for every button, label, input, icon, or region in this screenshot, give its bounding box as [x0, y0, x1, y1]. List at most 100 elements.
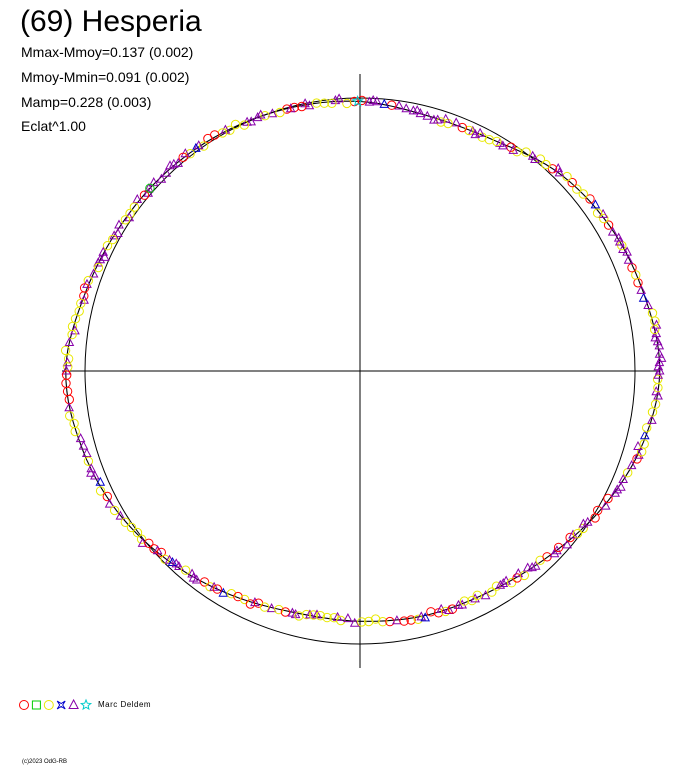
data-point — [527, 150, 538, 160]
data-point — [104, 498, 115, 508]
data-point — [61, 370, 72, 380]
data-point — [144, 538, 154, 548]
data-point — [64, 394, 75, 405]
data-point — [78, 440, 89, 450]
data-point — [420, 612, 431, 622]
data-point — [174, 560, 184, 570]
data-point — [322, 612, 332, 623]
data-point — [626, 460, 637, 470]
data-point — [342, 98, 352, 109]
data-point — [62, 357, 73, 367]
data-point — [239, 594, 250, 605]
data-point — [95, 476, 106, 486]
data-point — [329, 613, 339, 623]
data-point — [233, 591, 243, 602]
data-point — [593, 505, 603, 516]
data-point — [487, 587, 497, 597]
data-point — [578, 518, 589, 528]
data-point — [114, 219, 124, 229]
data-point — [108, 234, 118, 245]
data-point — [334, 93, 344, 103]
data-point — [464, 125, 474, 136]
data-point — [603, 220, 614, 230]
data-point — [451, 117, 462, 127]
stat-eclat: Eclat^1.00 — [21, 118, 86, 134]
data-point — [129, 202, 140, 212]
data-point — [653, 369, 664, 379]
data-point — [647, 308, 658, 318]
data-point — [472, 590, 482, 600]
data-point — [86, 467, 96, 477]
stat-mmax-mmoy: Mmax-Mmoy=0.137 (0.002) — [21, 44, 194, 60]
legend-symbol-circle — [19, 700, 29, 710]
data-point — [259, 602, 270, 612]
data-point — [308, 610, 319, 620]
data-point — [599, 213, 609, 224]
data-point — [582, 516, 593, 526]
data-point — [572, 184, 582, 194]
data-point — [212, 584, 223, 594]
data-point — [578, 189, 588, 199]
data-point — [290, 609, 301, 619]
data-point — [294, 611, 304, 621]
data-point — [357, 617, 367, 627]
data-point — [65, 411, 75, 421]
data-point — [572, 529, 583, 539]
data-point — [99, 251, 110, 261]
data-point — [598, 208, 608, 218]
data-point — [64, 336, 75, 346]
data-point — [145, 183, 155, 194]
data-point — [394, 100, 404, 110]
data-point — [83, 456, 94, 466]
data-point — [508, 144, 519, 154]
data-point — [562, 171, 572, 182]
data-point — [636, 284, 647, 294]
data-point — [199, 141, 209, 151]
data-point — [498, 577, 509, 587]
data-point — [590, 199, 601, 209]
data-point — [74, 306, 84, 316]
data-point — [120, 215, 131, 225]
data-point — [180, 565, 191, 575]
data-point — [274, 604, 284, 615]
data-point — [639, 430, 650, 440]
data-point — [372, 96, 382, 106]
data-point — [549, 548, 560, 558]
data-point — [541, 159, 551, 170]
data-point — [527, 562, 537, 572]
data-point — [522, 562, 533, 572]
data-point — [327, 98, 337, 109]
data-point — [631, 270, 641, 280]
data-point — [83, 275, 94, 286]
data-point — [654, 348, 665, 358]
legend-symbol-triangle — [68, 698, 79, 709]
data-point — [568, 529, 578, 539]
data-point — [88, 268, 99, 278]
data-point — [252, 112, 263, 122]
data-point — [401, 103, 412, 113]
data-point — [422, 110, 433, 120]
data-point — [642, 423, 652, 433]
data-point — [392, 615, 402, 625]
data-point — [506, 142, 516, 152]
legend-author: Marc Deldem — [98, 700, 152, 709]
data-point — [475, 127, 485, 137]
stat-mmoy-mmin: Mmoy-Mmin=0.091 (0.002) — [21, 69, 190, 85]
data-point — [612, 484, 623, 494]
data-point — [60, 345, 71, 356]
data-point — [378, 617, 388, 627]
data-point — [368, 94, 379, 104]
data-point — [603, 493, 613, 504]
data-point — [315, 611, 326, 621]
data-point — [301, 609, 312, 620]
data-point — [226, 589, 237, 599]
data-point — [429, 114, 439, 124]
data-point — [457, 599, 468, 609]
data-point — [95, 486, 106, 496]
data-point — [592, 208, 603, 218]
data-point — [132, 193, 143, 203]
data-point — [156, 173, 167, 183]
data-point — [191, 142, 201, 152]
copyright: (c)2023 OdG-RB — [22, 759, 68, 765]
data-point — [459, 596, 470, 606]
